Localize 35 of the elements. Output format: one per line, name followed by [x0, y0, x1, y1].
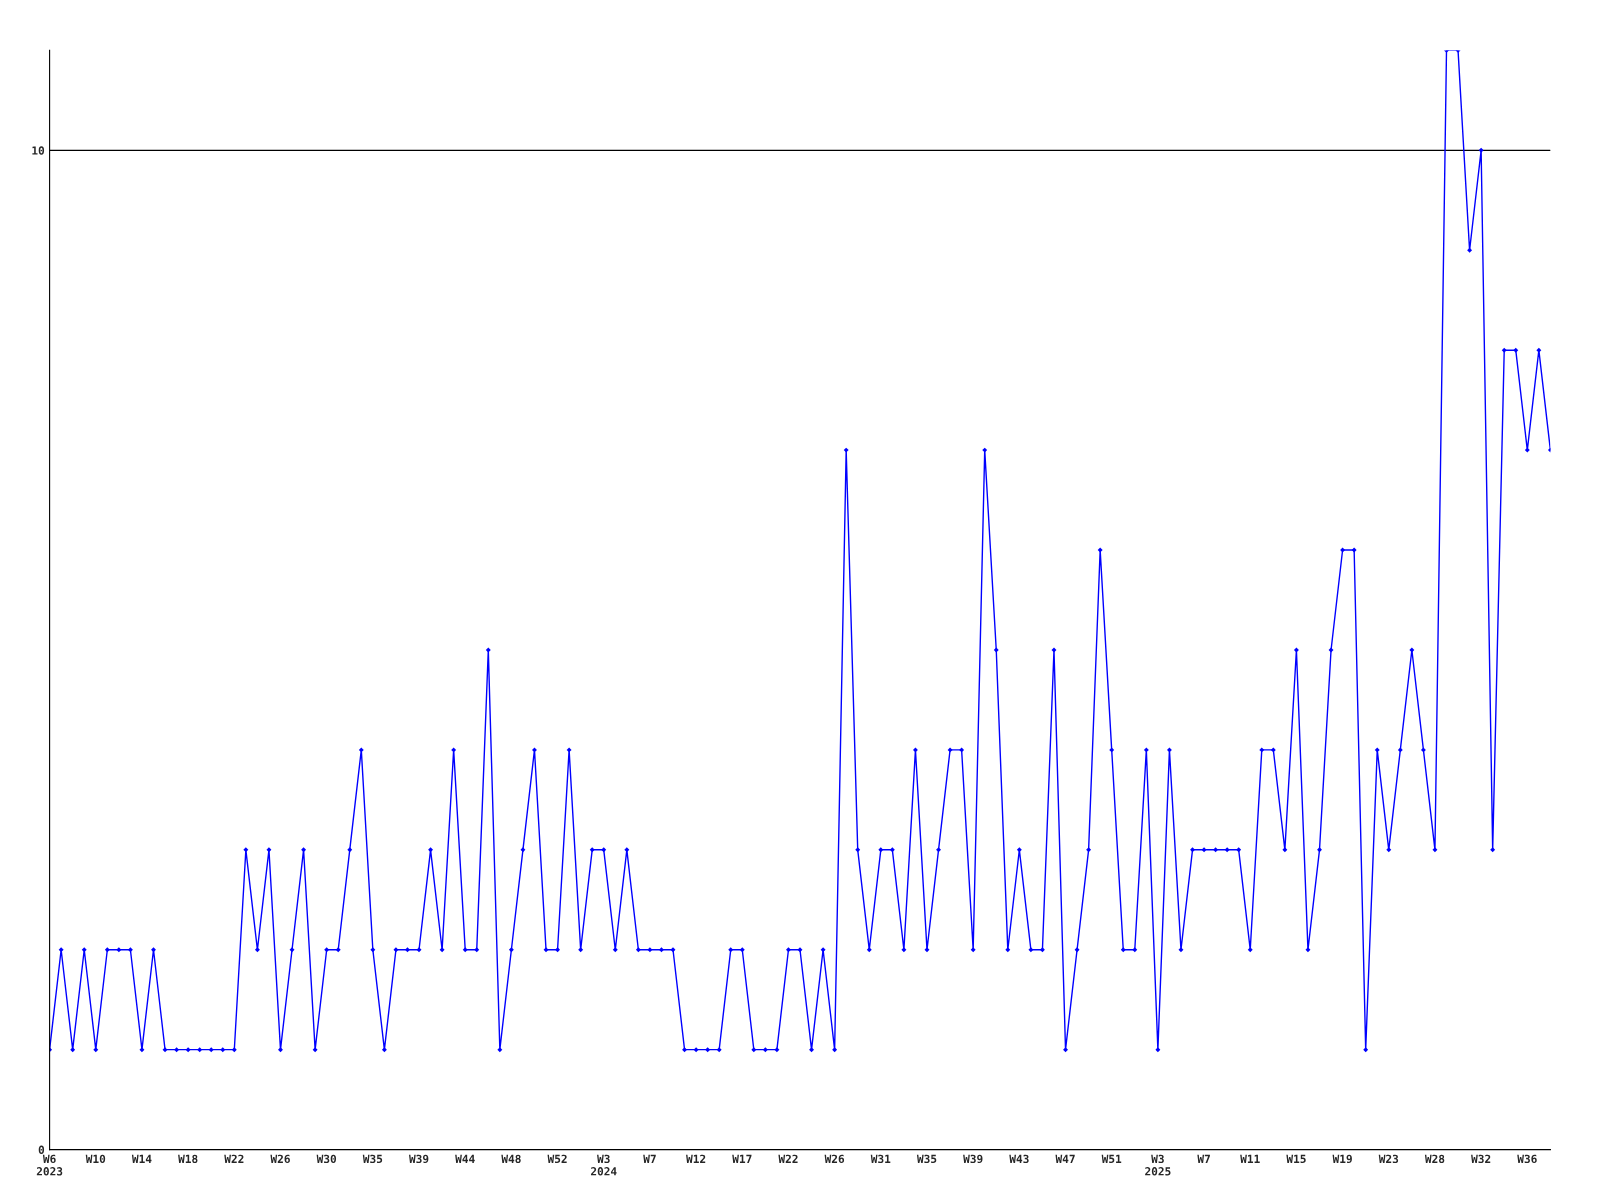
x-tick-label: W17 [732, 1154, 752, 1163]
x-tick-label: W31 [870, 1154, 891, 1164]
x-tick-label: W35 [362, 1154, 383, 1164]
x-tick-label: W22 [778, 1154, 798, 1163]
x-tick-label: W23 [1378, 1154, 1399, 1164]
x-tick-label: W3 2024 [590, 1154, 617, 1176]
x-tick-label: W12 [686, 1154, 706, 1163]
x-tick-label: W14 [131, 1154, 152, 1163]
x-tick-label: W30 [316, 1154, 337, 1164]
x-tick-label: W47 [1055, 1154, 1075, 1163]
x-tick-label: W19 [1332, 1154, 1352, 1164]
y-tick-label: 0 [38, 1145, 45, 1154]
x-tick-label: W52 [547, 1154, 567, 1164]
x-tick-label: W48 [501, 1154, 521, 1164]
x-tick-label: W10 [85, 1154, 106, 1164]
x-tick-label: W51 [1101, 1154, 1122, 1164]
x-tick-label: W15 [1286, 1154, 1306, 1164]
x-tick-label: W35 [916, 1154, 937, 1164]
x-tick-label: W32 [1471, 1154, 1491, 1164]
x-tick-label: W44 [455, 1154, 475, 1163]
x-tick-label: W6 2023 [36, 1154, 63, 1176]
x-tick-label: W39 [408, 1154, 429, 1164]
x-tick-label: W22 [224, 1154, 244, 1163]
x-tick-label: W7 [1197, 1154, 1210, 1163]
x-tick-label: W43 [1009, 1154, 1029, 1164]
x-tick-label: W3 2025 [1145, 1154, 1171, 1176]
x-tick-label: W11 [1240, 1154, 1260, 1163]
x-tick-label: W28 [1424, 1154, 1445, 1164]
x-tick-label: W26 [824, 1154, 845, 1164]
x-tick-label: W26 [270, 1154, 290, 1164]
x-tick-label: W36 [1517, 1154, 1537, 1164]
y-tick-label: 10 [32, 146, 45, 155]
x-tick-label: W7 [643, 1154, 656, 1163]
x-tick-label: W39 [963, 1154, 983, 1164]
x-tick-label: W18 [178, 1154, 198, 1164]
